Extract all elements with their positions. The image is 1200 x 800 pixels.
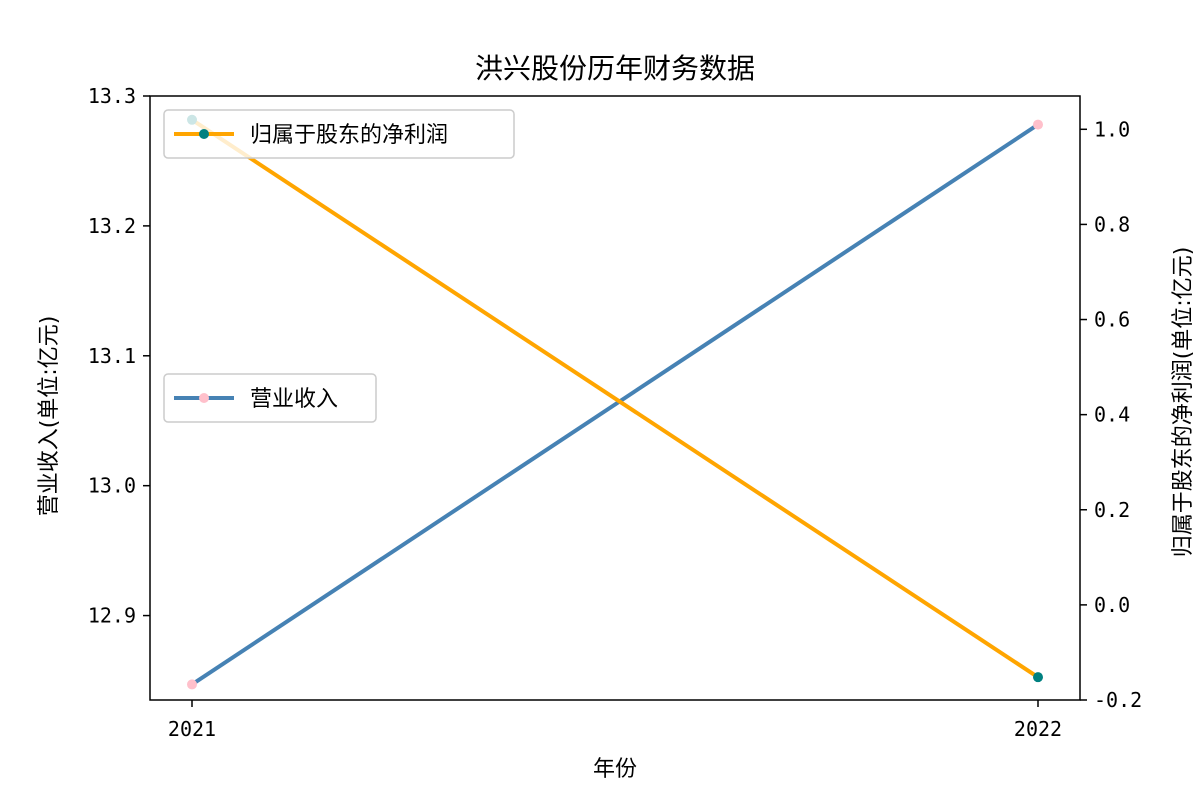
x-axis: 2021 2022 <box>168 700 1062 741</box>
legend-revenue-label: 营业收入 <box>250 387 338 412</box>
x-tick-label-1: 2022 <box>1014 717 1062 741</box>
series-revenue-point-0 <box>187 679 197 690</box>
x-axis-label: 年份 <box>593 757 637 782</box>
series-net-profit-line <box>190 118 1040 679</box>
right-tick-label-0: -0.2 <box>1094 688 1142 712</box>
plot-area <box>149 95 1081 701</box>
right-tick-label-4: 0.6 <box>1094 308 1130 332</box>
right-tick-label-1: 0.0 <box>1094 593 1130 617</box>
right-tick-label-6: 1.0 <box>1094 117 1130 141</box>
left-tick-label-2: 13.1 <box>88 344 136 368</box>
left-tick-label-0: 12.9 <box>88 604 136 628</box>
left-axis-label: 营业收入(单位:亿元) <box>37 316 62 517</box>
legend-net-profit-label: 归属于股东的净利润 <box>250 123 448 148</box>
legend-revenue-marker <box>199 393 209 403</box>
right-tick-label-5: 0.8 <box>1094 212 1130 236</box>
right-axis-label: 归属于股东的净利润(单位:亿元) <box>1171 247 1196 558</box>
right-axis: -0.2 0.0 0.2 0.4 0.6 0.8 1.0 <box>1080 117 1142 712</box>
right-tick-label-2: 0.2 <box>1094 498 1130 522</box>
x-tick-label-0: 2021 <box>168 717 216 741</box>
left-tick-label-1: 13.0 <box>88 474 136 498</box>
legend-net-profit-marker <box>199 129 209 139</box>
right-tick-label-3: 0.4 <box>1094 403 1130 427</box>
left-tick-label-4: 13.3 <box>88 84 136 108</box>
legend-net-profit: 归属于股东的净利润 <box>163 109 515 159</box>
series-revenue-line <box>190 122 1040 687</box>
left-tick-label-3: 13.2 <box>88 214 136 238</box>
legend-revenue: 营业收入 <box>163 373 377 423</box>
plot-frame <box>149 95 1081 701</box>
series-net-profit-point-1 <box>1033 672 1043 683</box>
series-revenue-point-1 <box>1033 119 1043 130</box>
chart-title: 洪兴股份历年财务数据 <box>475 52 755 85</box>
left-axis: 12.9 13.0 13.1 13.2 13.3 <box>88 84 150 628</box>
